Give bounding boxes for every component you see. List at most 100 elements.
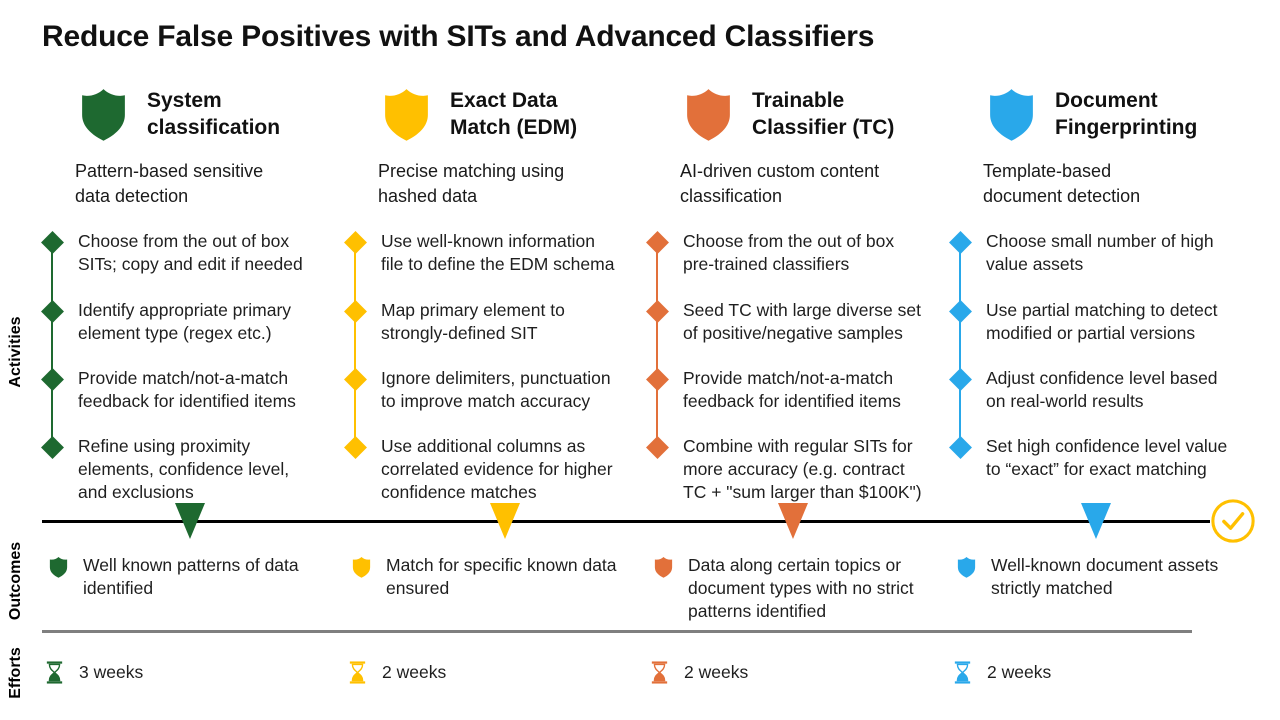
- diamond-bullet-icon: [344, 436, 367, 459]
- outcome-item: Data along certain topics or document ty…: [652, 554, 943, 623]
- activity-item: Choose small number of high value assets: [948, 230, 1244, 276]
- diamond-bullet-icon: [41, 436, 64, 459]
- activity-item: Use well-known information file to defin…: [343, 230, 639, 276]
- activity-item: Use partial matching to detect modified …: [948, 299, 1244, 345]
- shield-icon: [990, 89, 1033, 141]
- column-header: System classification: [75, 85, 280, 143]
- outcome-text: Well known patterns of data identified: [83, 555, 299, 598]
- effort-item: 3 weeks: [46, 660, 143, 685]
- column-subtitle: AI-driven custom content classification: [680, 161, 880, 206]
- column-header: Document Fingerprinting: [983, 85, 1197, 143]
- activity-text: Choose from the out of box SITs; copy an…: [78, 231, 303, 274]
- activity-item: Identify appropriate primary element typ…: [40, 299, 336, 345]
- column-title: System classification: [147, 89, 281, 139]
- effort-item: 2 weeks: [651, 660, 748, 685]
- diamond-bullet-icon: [41, 300, 64, 323]
- triangle-marker-icon: [778, 503, 808, 539]
- diamond-bullet-icon: [646, 300, 669, 323]
- connector-line: [656, 243, 658, 449]
- activity-item: Map primary element to strongly-defined …: [343, 299, 639, 345]
- activity-item: Choose from the out of box pre-trained c…: [645, 230, 941, 276]
- connector-line: [354, 243, 356, 449]
- hourglass-icon: [349, 661, 366, 684]
- effort-item: 2 weeks: [954, 660, 1051, 685]
- effort-item: 2 weeks: [349, 660, 446, 685]
- activity-item: Set high confidence level value to “exac…: [948, 435, 1244, 481]
- column-document-fingerprinting: Document Fingerprinting Template-based d…: [948, 0, 1248, 720]
- connector-line: [51, 243, 53, 449]
- triangle-marker-icon: [490, 503, 520, 539]
- diamond-bullet-icon: [949, 436, 972, 459]
- activity-item: Refine using proximity elements, confide…: [40, 435, 336, 504]
- activity-item: Ignore delimiters, punctuation to improv…: [343, 367, 639, 413]
- hourglass-icon: [954, 661, 971, 684]
- column-header: Exact Data Match (EDM): [378, 85, 577, 143]
- outcome-text: Match for specific known data ensured: [386, 555, 617, 598]
- outcome-item: Well-known document assets strictly matc…: [955, 554, 1246, 600]
- activity-text: Set high confidence level value to “exac…: [986, 436, 1228, 479]
- shield-icon: [687, 89, 730, 141]
- activity-text: Map primary element to strongly-defined …: [381, 300, 565, 343]
- activity-text: Adjust confidence level based on real-wo…: [986, 368, 1218, 411]
- hourglass-icon: [46, 661, 63, 684]
- shield-icon: [82, 89, 125, 141]
- column-header: Trainable Classifier (TC): [680, 85, 894, 143]
- activities-list: Use well-known information file to defin…: [343, 230, 643, 520]
- effort-text: 2 weeks: [382, 662, 447, 682]
- activity-item: Provide match/not-a-match feedback for i…: [645, 367, 941, 413]
- activity-text: Provide match/not-a-match feedback for i…: [78, 368, 296, 411]
- activity-item: Seed TC with large diverse set of positi…: [645, 299, 941, 345]
- connector-line: [959, 243, 961, 449]
- row-label-activities: Activities: [7, 316, 24, 388]
- column-title: Exact Data Match (EDM): [450, 89, 578, 139]
- triangle-marker-icon: [175, 503, 205, 539]
- activities-list: Choose from the out of box pre-trained c…: [645, 230, 945, 520]
- check-circle-icon: [1211, 499, 1255, 543]
- activity-text: Ignore delimiters, punctuation to improv…: [381, 368, 611, 411]
- diamond-bullet-icon: [949, 368, 972, 391]
- activity-item: Combine with regular SITs for more accur…: [645, 435, 941, 504]
- column-exact-data-match: Exact Data Match (EDM) Precise matching …: [343, 0, 643, 720]
- shield-icon: [49, 556, 68, 578]
- activity-text: Refine using proximity elements, confide…: [78, 436, 290, 502]
- effort-text: 2 weeks: [684, 662, 749, 682]
- activity-item: Use additional columns as correlated evi…: [343, 435, 639, 504]
- activity-text: Seed TC with large diverse set of positi…: [683, 300, 921, 343]
- outcome-item: Well known patterns of data identified: [47, 554, 338, 600]
- hourglass-icon: [651, 661, 668, 684]
- activity-item: Adjust confidence level based on real-wo…: [948, 367, 1244, 413]
- activity-text: Combine with regular SITs for more accur…: [683, 436, 922, 502]
- activity-item: Provide match/not-a-match feedback for i…: [40, 367, 336, 413]
- column-title: Trainable Classifier (TC): [752, 89, 895, 139]
- diamond-bullet-icon: [646, 231, 669, 254]
- shield-icon: [352, 556, 371, 578]
- activity-text: Provide match/not-a-match feedback for i…: [683, 368, 901, 411]
- diamond-bullet-icon: [646, 368, 669, 391]
- column-subtitle: Precise matching using hashed data: [378, 161, 565, 206]
- activity-text: Choose small number of high value assets: [986, 231, 1214, 274]
- timeline-line: [42, 520, 1210, 523]
- activity-text: Identify appropriate primary element typ…: [78, 300, 292, 343]
- outcome-text: Data along certain topics or document ty…: [688, 555, 914, 621]
- diamond-bullet-icon: [41, 368, 64, 391]
- activities-list: Choose from the out of box SITs; copy an…: [40, 230, 340, 520]
- activity-item: Choose from the out of box SITs; copy an…: [40, 230, 336, 276]
- activities-list: Choose small number of high value assets…: [948, 230, 1248, 520]
- diamond-bullet-icon: [41, 231, 64, 254]
- row-label-efforts: Efforts: [7, 647, 24, 699]
- column-system-classification: System classification Pattern-based sens…: [40, 0, 340, 720]
- activity-text: Choose from the out of box pre-trained c…: [683, 231, 895, 274]
- column-trainable-classifier: Trainable Classifier (TC) AI-driven cust…: [645, 0, 945, 720]
- diamond-bullet-icon: [344, 368, 367, 391]
- effort-text: 3 weeks: [79, 662, 144, 682]
- outcome-item: Match for specific known data ensured: [350, 554, 641, 600]
- column-subtitle: Pattern-based sensitive data detection: [75, 161, 264, 206]
- triangle-marker-icon: [1081, 503, 1111, 539]
- diamond-bullet-icon: [344, 231, 367, 254]
- diamond-bullet-icon: [646, 436, 669, 459]
- outcome-text: Well-known document assets strictly matc…: [991, 555, 1219, 598]
- efforts-divider-line: [42, 630, 1192, 633]
- activity-text: Use well-known information file to defin…: [381, 231, 615, 274]
- diamond-bullet-icon: [949, 300, 972, 323]
